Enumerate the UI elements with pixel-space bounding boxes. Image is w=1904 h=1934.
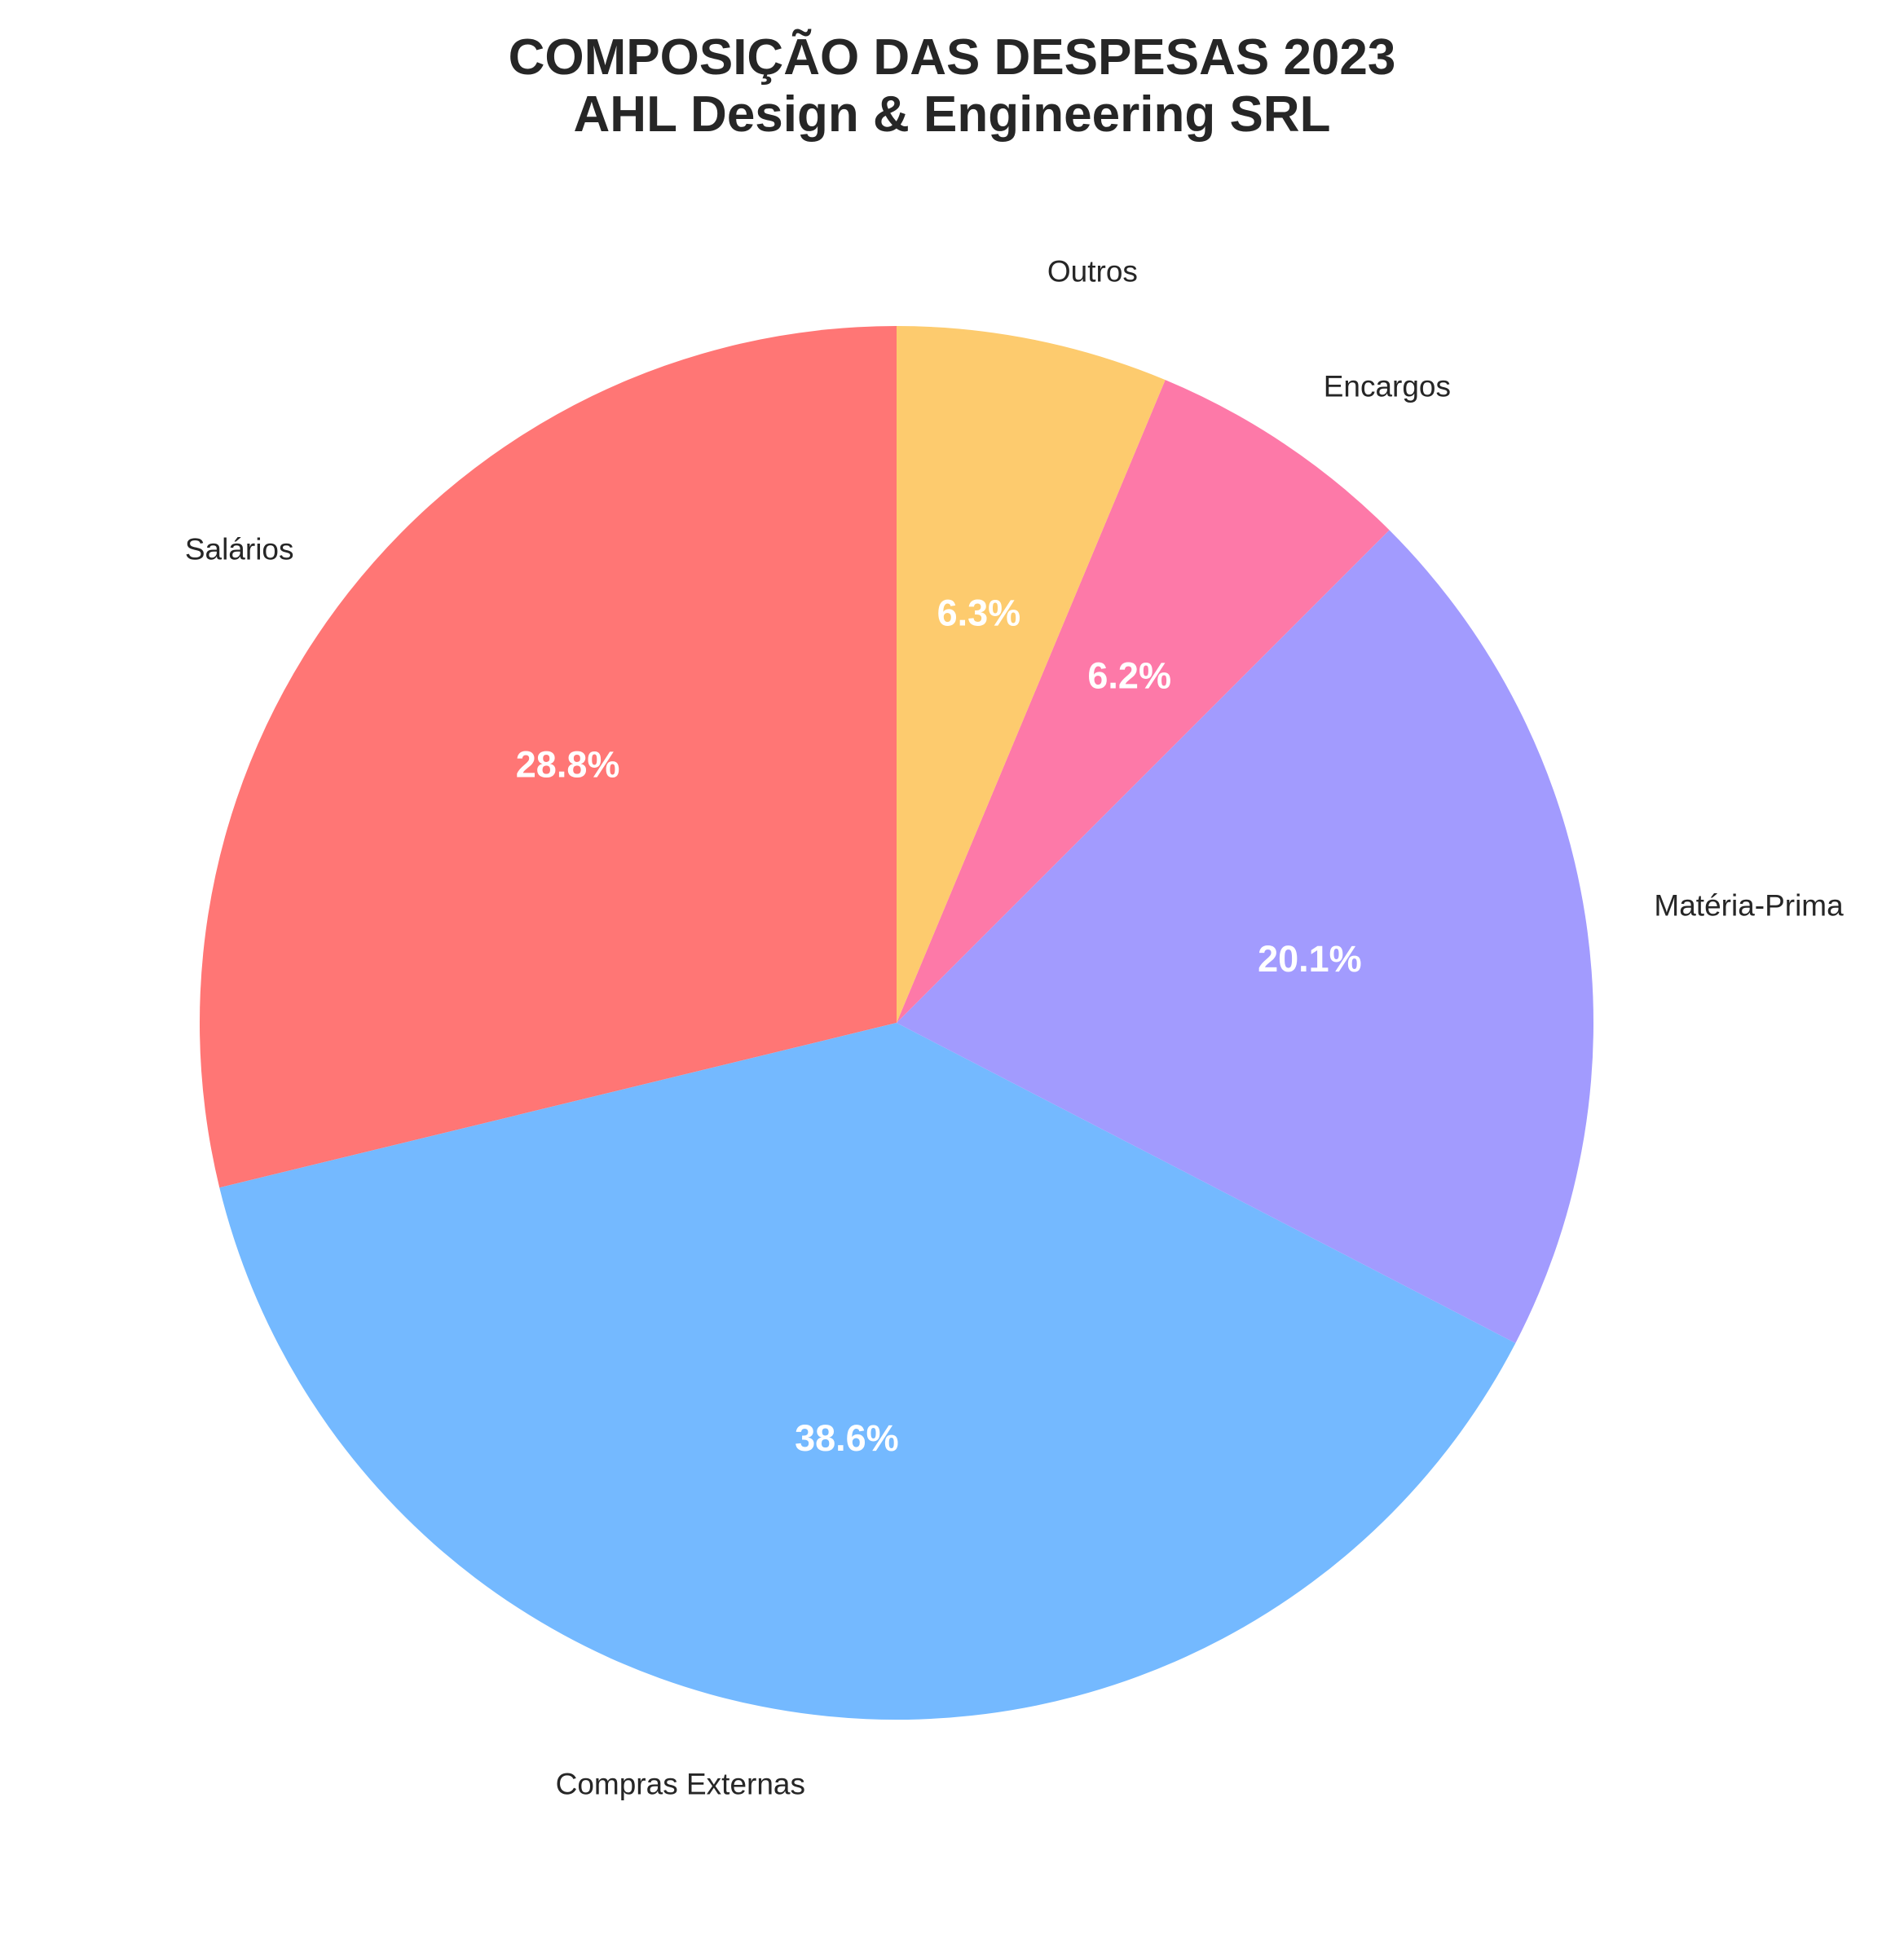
slice-percent-label: 6.3% [937, 593, 1021, 634]
slice-label: Salários [185, 532, 294, 566]
pie-slice [897, 380, 1390, 1023]
chart-subtitle: AHL Design & Engineering SRL [573, 86, 1331, 143]
pie-slices [199, 326, 1594, 1720]
slice-label: Outros [1047, 254, 1138, 288]
pie-labels: Salários 28.8% Compras Externas 38.6% Matéri… [185, 254, 1844, 1800]
slice-percent-label: 28.8% [516, 744, 620, 786]
pie-slice [897, 530, 1594, 1343]
slice-percent-label: 6.2% [1087, 654, 1171, 696]
slice-label: Encargos [1324, 369, 1451, 403]
slice-percent-label: 20.1% [1258, 938, 1362, 980]
pie-slice [219, 1023, 1516, 1720]
pie-slice [897, 326, 1166, 1023]
slice-label: Compras Externas [556, 1767, 805, 1800]
pie-slice [199, 326, 897, 1188]
slice-percent-label: 38.6% [795, 1417, 899, 1459]
slice-label: Matéria-Prima [1654, 888, 1844, 922]
chart-title: COMPOSIÇÃO DAS DESPESAS 2023 [508, 29, 1396, 86]
